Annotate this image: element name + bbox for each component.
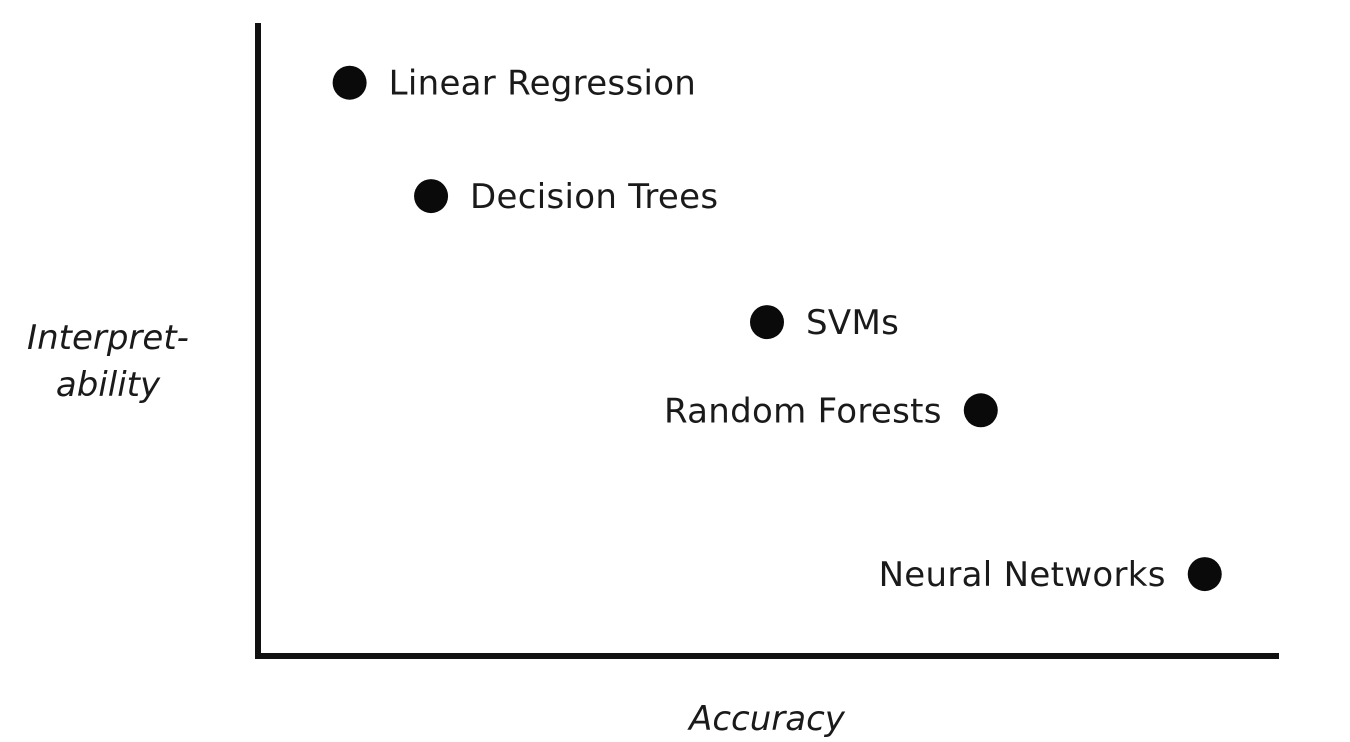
x-axis-title: Accuracy: [687, 699, 846, 739]
data-point-neural-networks: [1187, 557, 1222, 592]
data-label-neural-networks: Neural Networks: [879, 555, 1166, 595]
data-points: Linear Regression Decision Trees SVMs Rando…: [332, 64, 1222, 595]
data-point-svms: [750, 305, 784, 340]
data-point-decision-trees: [414, 179, 449, 214]
chart-axes: [255, 23, 1279, 659]
data-point-random-forests: [963, 393, 998, 428]
y-axis-title-line-2: ability: [56, 365, 161, 405]
data-label-svms: SVMs: [806, 303, 899, 343]
data-point-linear-regression: [332, 65, 367, 100]
data-label-random-forests: Random Forests: [664, 391, 942, 431]
data-label-decision-trees: Decision Trees: [470, 177, 718, 217]
y-axis-title-line-1: Interpret-: [27, 318, 189, 358]
data-label-linear-regression: Linear Regression: [389, 64, 697, 104]
